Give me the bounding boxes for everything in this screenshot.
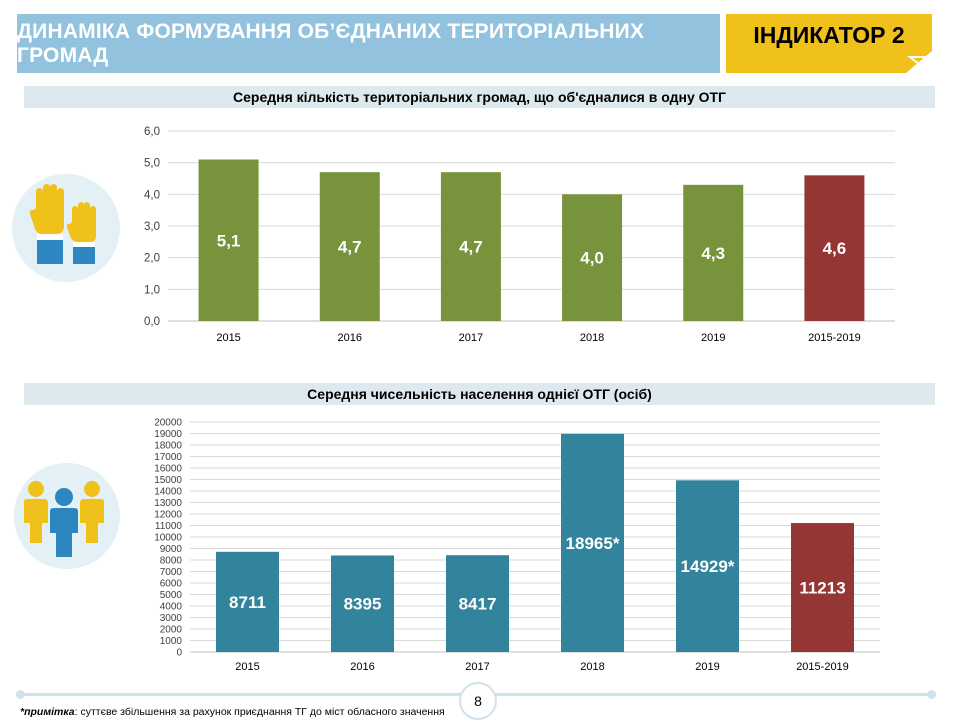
chart1-bar bbox=[683, 184, 744, 321]
chart1-ytick-label: 6,0 bbox=[144, 126, 160, 138]
chart2-xtick-label: 2018 bbox=[580, 661, 604, 673]
chart2-ytick-label: 3000 bbox=[160, 613, 183, 624]
people-group-icon bbox=[24, 481, 104, 557]
chart1-xtick-label: 2015 bbox=[216, 332, 240, 344]
chart2-ytick-label: 8000 bbox=[160, 556, 183, 567]
indicator-badge: ІНДИКАТОР 2 bbox=[726, 14, 932, 73]
chart2-ytick-label: 4000 bbox=[160, 602, 183, 613]
chart2-data-label: 11213 bbox=[799, 579, 845, 598]
chart2-ytick-label: 17000 bbox=[154, 452, 182, 463]
chart2-xtick-label: 2015-2019 bbox=[796, 661, 849, 673]
chart2-ytick-label: 1000 bbox=[160, 636, 183, 647]
chart2-bar bbox=[446, 555, 509, 652]
chart2-xtick-label: 2016 bbox=[350, 661, 374, 673]
header-title-bar: ДИНАМІКА ФОРМУВАННЯ ОБ’ЄДНАНИХ ТЕРИТОРІА… bbox=[17, 14, 720, 73]
chart1-data-label: 4,0 bbox=[580, 249, 604, 268]
chart1-bar bbox=[198, 159, 259, 321]
chart2-ytick-label: 18000 bbox=[154, 441, 182, 452]
chart2-data-label: 8711 bbox=[229, 593, 266, 612]
chart2-data-label: 8417 bbox=[459, 595, 497, 614]
chart1-bar bbox=[562, 194, 623, 321]
chart2-bar bbox=[561, 433, 624, 652]
chart2-bar bbox=[331, 555, 394, 652]
chart1-xtick-label: 2016 bbox=[338, 332, 362, 344]
page-number: 8 bbox=[459, 682, 497, 720]
chart2-bar bbox=[791, 523, 854, 652]
chart2-ytick-label: 0 bbox=[176, 648, 182, 659]
indicator-label: ІНДИКАТОР 2 bbox=[753, 22, 905, 48]
chart2-title: Середня чисельність населення однієї ОТГ… bbox=[307, 386, 652, 402]
chart1-xtick-label: 2018 bbox=[580, 332, 604, 344]
chart1-bar bbox=[804, 175, 865, 321]
chart1-xtick-label: 2019 bbox=[701, 332, 725, 344]
corner-fold-icon bbox=[906, 51, 932, 73]
chart2-data-label: 14929* bbox=[681, 557, 735, 576]
chart2-title-bar: Середня чисельність населення однієї ОТГ… bbox=[24, 383, 935, 405]
chart2-ytick-label: 6000 bbox=[160, 579, 183, 590]
chart2-ytick-label: 7000 bbox=[160, 567, 183, 578]
chart1-ytick-label: 4,0 bbox=[144, 189, 160, 201]
hands-icon-circle bbox=[12, 174, 120, 282]
chart1-xtick-label: 2015-2019 bbox=[808, 332, 861, 344]
chart2-ytick-label: 2000 bbox=[160, 625, 183, 636]
chart1-area: 0,0 1,0 2,0 3,0 4,0 5,0 6,0 5,1 2015 4,7 2016 4,7 20… bbox=[144, 126, 895, 344]
chart1-ytick-label: 3,0 bbox=[144, 221, 160, 233]
chart2-ytick-label: 10000 bbox=[154, 533, 182, 544]
chart1-data-label: 5,1 bbox=[217, 231, 241, 250]
footnote: *примітка: суттєве збільшення за рахунок… bbox=[20, 706, 445, 718]
chart2-area: 0100020003000400050006000700080009000100… bbox=[154, 418, 880, 673]
chart2-ytick-label: 15000 bbox=[154, 475, 182, 486]
chart1-ytick-label: 5,0 bbox=[144, 158, 160, 170]
page-title: ДИНАМІКА ФОРМУВАННЯ ОБ’ЄДНАНИХ ТЕРИТОРІА… bbox=[17, 19, 645, 67]
chart1-ytick-label: 2,0 bbox=[144, 253, 160, 265]
chart1-title: Середня кількість територіальних громад,… bbox=[233, 89, 726, 105]
chart2-xtick-label: 2019 bbox=[695, 661, 719, 673]
chart2-ytick-label: 12000 bbox=[154, 510, 182, 521]
chart1-bar bbox=[319, 172, 380, 321]
footer-dot-left bbox=[16, 690, 25, 699]
people-icon-circle bbox=[14, 463, 120, 569]
chart1-data-label: 4,3 bbox=[701, 244, 725, 263]
chart2-xtick-label: 2017 bbox=[465, 661, 489, 673]
chart2-data-label: 18965* bbox=[566, 534, 620, 553]
chart2-ytick-label: 16000 bbox=[154, 464, 182, 475]
chart1-xtick-label: 2017 bbox=[459, 332, 483, 344]
chart1-title-bar: Середня кількість територіальних громад,… bbox=[24, 86, 935, 108]
chart1-data-label: 4,7 bbox=[338, 238, 362, 257]
chart2-data-label: 8395 bbox=[344, 595, 382, 614]
footnote-label: *примітка bbox=[20, 706, 75, 718]
chart2-ytick-label: 13000 bbox=[154, 498, 182, 509]
chart2-ytick-label: 19000 bbox=[154, 429, 182, 440]
chart2-bar bbox=[676, 480, 739, 652]
footnote-text: : суттєве збільшення за рахунок приєднан… bbox=[74, 706, 445, 718]
chart1-data-label: 4,7 bbox=[459, 238, 483, 257]
footer-dot-right bbox=[927, 690, 936, 699]
chart2-ytick-label: 9000 bbox=[160, 544, 183, 555]
chart2-ytick-label: 20000 bbox=[154, 418, 182, 429]
chart1-data-label: 4,6 bbox=[823, 239, 847, 258]
raised-hands-icon bbox=[29, 184, 96, 264]
chart1-bar bbox=[440, 172, 501, 321]
chart2-ytick-label: 11000 bbox=[155, 521, 183, 532]
chart2-bar bbox=[216, 551, 279, 652]
chart2-ytick-label: 5000 bbox=[160, 590, 183, 601]
chart1-ytick-label: 1,0 bbox=[144, 284, 160, 296]
chart2-ytick-label: 14000 bbox=[154, 487, 182, 498]
chart1-ytick-label: 0,0 bbox=[144, 316, 160, 328]
chart2-xtick-label: 2015 bbox=[235, 661, 259, 673]
